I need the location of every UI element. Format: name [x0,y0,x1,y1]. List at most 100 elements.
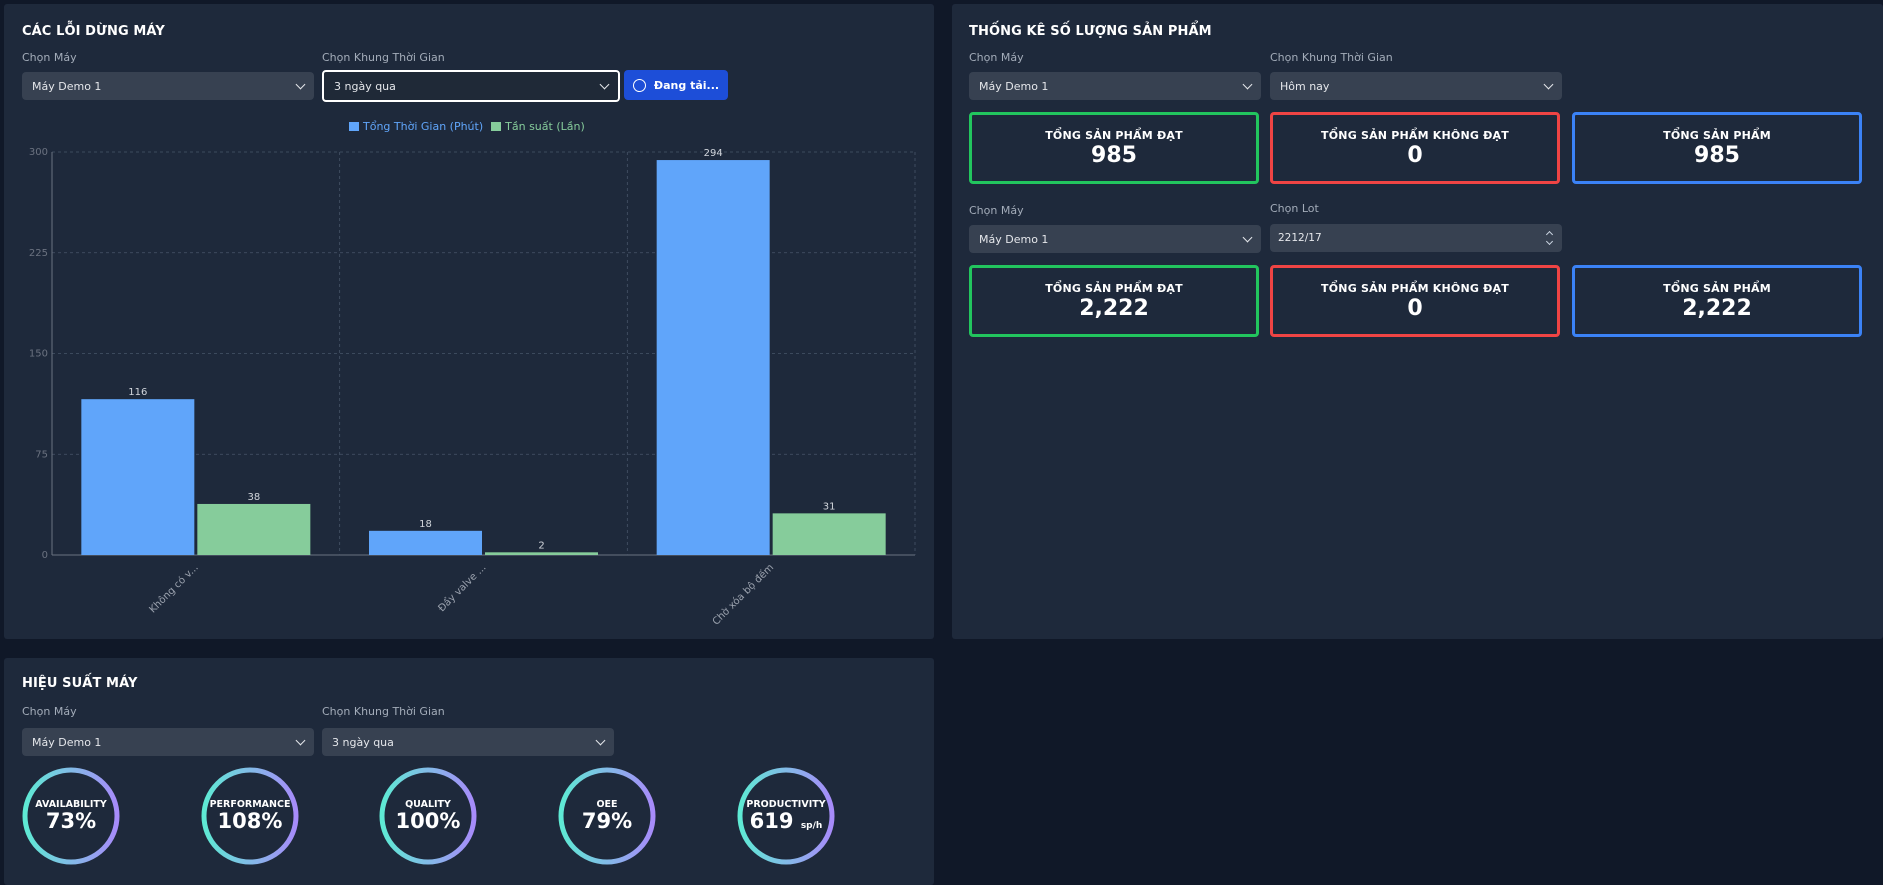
y-tick-label: 300 [29,147,48,158]
stat-card-failed-lot: TỔNG SẢN PHẨM KHÔNG ĐẠT 0 [1270,265,1560,337]
y-tick-label: 150 [29,349,48,360]
gauge-ring [201,767,299,865]
downtime-machine-select[interactable]: Máy Demo 1 [22,72,314,100]
gauge-value: 108% [217,809,283,834]
products-machine-label: Chọn Máy [969,51,1024,64]
chart-legend: Tổng Thời Gian (Phút) Tần suất (Lần) [349,120,585,133]
products-machine-select-2[interactable]: Máy Demo 1 [969,225,1261,253]
stat-label: TỔNG SẢN PHẨM KHÔNG ĐẠT [1321,128,1509,142]
downtime-machine-label: Chọn Máy [22,51,77,64]
stat-value: 985 [1694,142,1740,168]
stat-label: TỔNG SẢN PHẨM ĐẠT [1045,128,1183,142]
gauge-performance: PERFORMANCE 108% [200,766,300,866]
products-period-select[interactable]: Hôm nay [1270,72,1562,100]
products-period-label: Chọn Khung Thời Gian [1270,51,1393,64]
bar [656,160,770,555]
products-title: THỐNG KÊ SỐ LƯỢNG SẢN PHẨM [969,24,1212,39]
bar-value-label: 38 [247,492,260,503]
stat-value: 0 [1407,295,1423,321]
y-tick-label: 0 [42,550,48,561]
stat-label: TỔNG SẢN PHẨM [1663,128,1771,142]
y-tick-label: 75 [35,449,48,460]
stat-card-passed: TỔNG SẢN PHẨM ĐẠT 985 [969,112,1259,184]
performance-machine-select[interactable]: Máy Demo 1 [22,728,314,756]
bar [81,399,195,555]
downtime-bar-chart: 0 75 150 225 300 116 38 Không có v... 18 2 Đẩy val… [29,147,916,624]
bar [197,503,311,555]
products-machine-select[interactable]: Máy Demo 1 [969,72,1261,100]
downtime-title: CÁC LỖI DỪNG MÁY [22,24,165,39]
gauge-label: PERFORMANCE [209,799,291,811]
load-button-label: Đang tải... [653,78,720,92]
bar [485,552,598,555]
stat-card-failed: TỔNG SẢN PHẨM KHÔNG ĐẠT 0 [1270,112,1560,184]
x-tick-label: Đẩy valve ... [435,561,488,614]
chevron-down-icon [599,79,610,89]
chevron-down-icon [295,735,306,745]
downtime-period-label: Chọn Khung Thời Gian [322,51,445,64]
lot-value: 2212/17 [1278,232,1322,244]
legend-swatch-frequency [491,122,502,131]
lot-input[interactable]: 2212/17 [1270,224,1562,252]
legend-label-frequency: Tần suất (Lần) [505,120,585,133]
x-tick-label: Không có v... [147,561,201,615]
gauge-value: 100% [395,809,461,834]
products-machine-value-2: Máy Demo 1 [979,232,1049,246]
stat-value: 2,222 [1079,295,1149,321]
products-period-value: Hôm nay [1280,79,1330,93]
downtime-panel: CÁC LỖI DỪNG MÁY Chọn Máy Máy Demo 1 Chọ… [4,4,934,639]
stat-card-total-lot: TỔNG SẢN PHẨM 2,222 [1572,265,1862,337]
gauge-ring [379,767,477,865]
bar-value-label: 18 [419,519,432,530]
stat-value: 0 [1407,142,1423,168]
bar [772,513,886,555]
stat-label: TỔNG SẢN PHẨM ĐẠT [1045,281,1183,295]
bar-value-label: 31 [823,501,836,512]
products-machine-label-2: Chọn Máy [969,204,1024,217]
stat-value: 985 [1091,142,1137,168]
gauge-label: PRODUCTIVITY [746,799,826,811]
legend-swatch-duration [349,122,359,131]
downtime-period-select[interactable]: 3 ngày qua [322,70,620,102]
bar-value-label: 2 [538,540,544,551]
stat-label: TỔNG SẢN PHẨM [1663,281,1771,295]
bar [369,530,482,555]
chevron-down-icon [1242,232,1253,242]
stat-value: 2,222 [1682,295,1752,321]
gauge-oee: OEE 79% [557,766,657,866]
gauge-label: AVAILABILITY [35,799,107,811]
bar-value-label: 294 [704,148,723,159]
gauge-unit: sp/h [800,821,823,832]
gauge-productivity: PRODUCTIVITY 619 sp/h [736,766,836,866]
downtime-machine-value: Máy Demo 1 [32,79,102,93]
products-machine-value: Máy Demo 1 [979,79,1049,93]
spinner-arrows-icon[interactable] [1545,230,1554,246]
gauge-label: OEE [596,799,618,811]
gauge-availability: AVAILABILITY 73% [21,766,121,866]
stat-card-passed-lot: TỔNG SẢN PHẨM ĐẠT 2,222 [969,265,1259,337]
chevron-down-icon [295,79,306,89]
load-button[interactable]: Đang tải... [624,70,728,100]
downtime-period-value: 3 ngày qua [334,79,396,93]
gauge-value: 619 sp/h [750,810,823,832]
gauge-value: 73% [45,809,97,834]
performance-period-value: 3 ngày qua [332,735,394,749]
gauge-ring [558,767,656,865]
y-tick-label: 225 [29,248,48,259]
gauge-ring [22,767,120,865]
loading-spinner-icon [632,78,646,92]
chevron-down-icon [1242,79,1253,89]
gauge-number: 619 [749,809,794,834]
performance-title: HIỆU SUẤT MÁY [22,676,138,691]
chevron-down-icon [1543,79,1554,89]
legend-label-duration: Tổng Thời Gian (Phút) [363,120,484,133]
legend-item-duration[interactable]: Tổng Thời Gian (Phút) [349,120,483,133]
lot-label: Chọn Lot [1270,202,1319,215]
gauge-label: QUALITY [405,799,451,811]
performance-period-select[interactable]: 3 ngày qua [322,728,614,756]
chevron-down-icon [595,735,606,745]
performance-period-label: Chọn Khung Thời Gian [322,705,445,718]
performance-panel: HIỆU SUẤT MÁY Chọn Máy Máy Demo 1 Chọn K… [4,658,934,885]
legend-item-frequency[interactable]: Tần suất (Lần) [491,120,585,133]
x-tick-label: Chờ xóa bộ đếm [710,561,776,624]
